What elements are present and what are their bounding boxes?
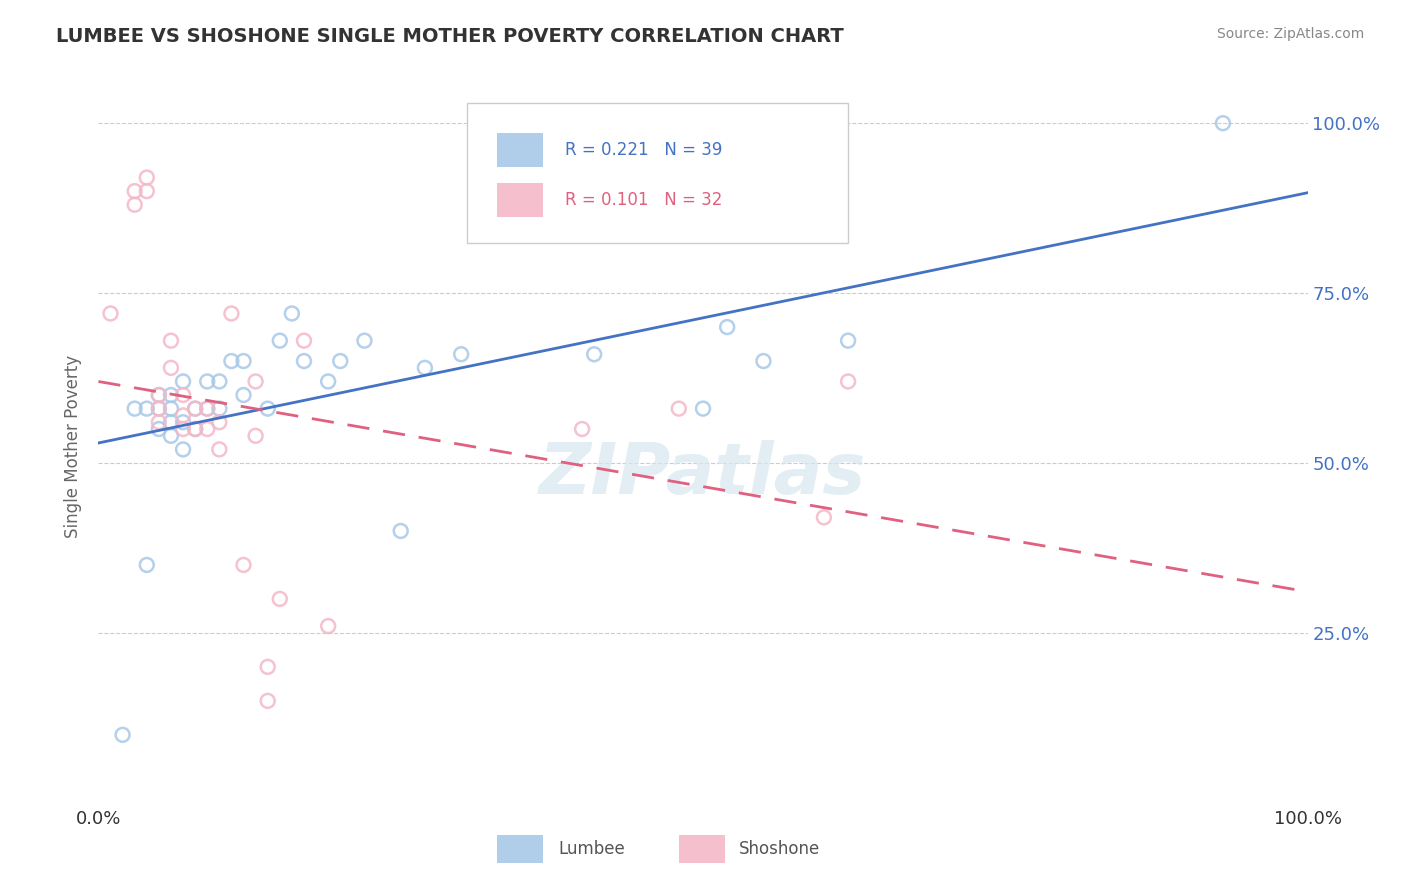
Point [256,694,278,708]
Point [232,354,254,368]
FancyBboxPatch shape [498,835,543,863]
Point [135,184,157,198]
Point [208,375,231,389]
Point [813,510,835,524]
Point [184,422,207,436]
Point [172,388,194,402]
Point [148,422,170,436]
Point [232,558,254,572]
Point [135,170,157,185]
Point [195,401,218,416]
Point [135,401,157,416]
Point [172,375,194,389]
Point [221,354,243,368]
Point [172,415,194,429]
Y-axis label: Single Mother Poverty: Single Mother Poverty [65,354,83,538]
Point [245,375,267,389]
Point [571,422,593,436]
FancyBboxPatch shape [679,835,724,863]
Point [329,354,352,368]
Text: R = 0.221   N = 39: R = 0.221 N = 39 [565,141,723,159]
FancyBboxPatch shape [467,103,848,243]
Point [124,184,146,198]
Point [160,401,183,416]
Point [281,306,304,320]
Text: Lumbee: Lumbee [558,840,624,858]
Point [160,388,183,402]
Point [716,320,738,334]
Point [195,422,218,436]
FancyBboxPatch shape [498,133,543,167]
Point [292,354,315,368]
Point [160,415,183,429]
Point [692,401,714,416]
Point [256,660,278,674]
Point [245,429,267,443]
Text: Shoshone: Shoshone [740,840,821,858]
Point [184,401,207,416]
Point [195,401,218,416]
Point [184,422,207,436]
Point [837,375,859,389]
Point [148,388,170,402]
Point [1212,116,1234,130]
Point [195,375,218,389]
Point [256,401,278,416]
Point [668,401,690,416]
Point [172,442,194,457]
Point [752,354,775,368]
Point [208,401,231,416]
Text: R = 0.101   N = 32: R = 0.101 N = 32 [565,191,723,209]
FancyBboxPatch shape [498,183,543,217]
Point [583,347,606,361]
Point [208,415,231,429]
Point [269,334,291,348]
Point [221,306,243,320]
Point [160,334,183,348]
Point [292,334,315,348]
Text: ZIPatlas: ZIPatlas [540,440,866,509]
Point [184,401,207,416]
Point [172,409,194,423]
Point [316,375,339,389]
Point [160,360,183,375]
Point [100,306,122,320]
Point [837,334,859,348]
Point [353,334,375,348]
Point [148,388,170,402]
Point [148,401,170,416]
Point [135,558,157,572]
Point [450,347,472,361]
Point [148,401,170,416]
Point [124,401,146,416]
Text: LUMBEE VS SHOSHONE SINGLE MOTHER POVERTY CORRELATION CHART: LUMBEE VS SHOSHONE SINGLE MOTHER POVERTY… [56,27,844,45]
Point [148,415,170,429]
Point [232,388,254,402]
Point [316,619,339,633]
Text: Source: ZipAtlas.com: Source: ZipAtlas.com [1216,27,1364,41]
Point [160,429,183,443]
Point [269,591,291,606]
Point [172,422,194,436]
Point [111,728,134,742]
Point [124,198,146,212]
Point [413,360,436,375]
Point [389,524,412,538]
Point [208,442,231,457]
